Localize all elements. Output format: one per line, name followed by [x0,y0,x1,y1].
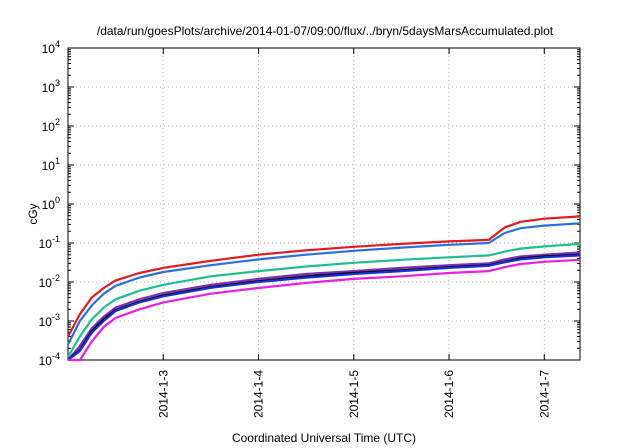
x-axis-label: Coordinated Universal Time (UTC) [232,431,416,445]
y-tick-label: 104 [42,39,60,56]
series-line-5 [67,251,581,361]
axis-ticks: 10-4 10-3 10-2 10-1 100 101 102 103 104 2014-1-3 2… [39,39,580,418]
y-tick-label: 10-1 [39,234,60,251]
series-line-8 [68,258,581,362]
grid [68,47,580,361]
y-tick-label: 10-4 [39,351,60,368]
y-tick-label: 100 [42,195,60,212]
x-tick-label: 2014-1-7 [537,370,551,418]
x-tick-label: 2014-1-6 [442,370,456,418]
y-tick-label: 103 [42,78,60,95]
series-line-3 [67,242,581,358]
series-line-7 [67,254,581,361]
y-axis-label: cGy [26,203,40,224]
chart-title: /data/run/goesPlots/archive/2014-01-07/0… [97,24,554,38]
x-tick-label: 2014-1-3 [156,370,170,418]
x-tick-label: 2014-1-5 [347,370,361,418]
series-line-1 [67,215,581,338]
y-tick-label: 102 [42,117,60,134]
y-tick-label: 10-2 [39,273,60,290]
y-tick-label: 101 [42,156,60,173]
series-lines [67,215,581,362]
x-tick-label: 2014-1-4 [252,370,266,418]
y-tick-label: 10-3 [39,312,60,329]
series-line-2 [67,222,581,345]
